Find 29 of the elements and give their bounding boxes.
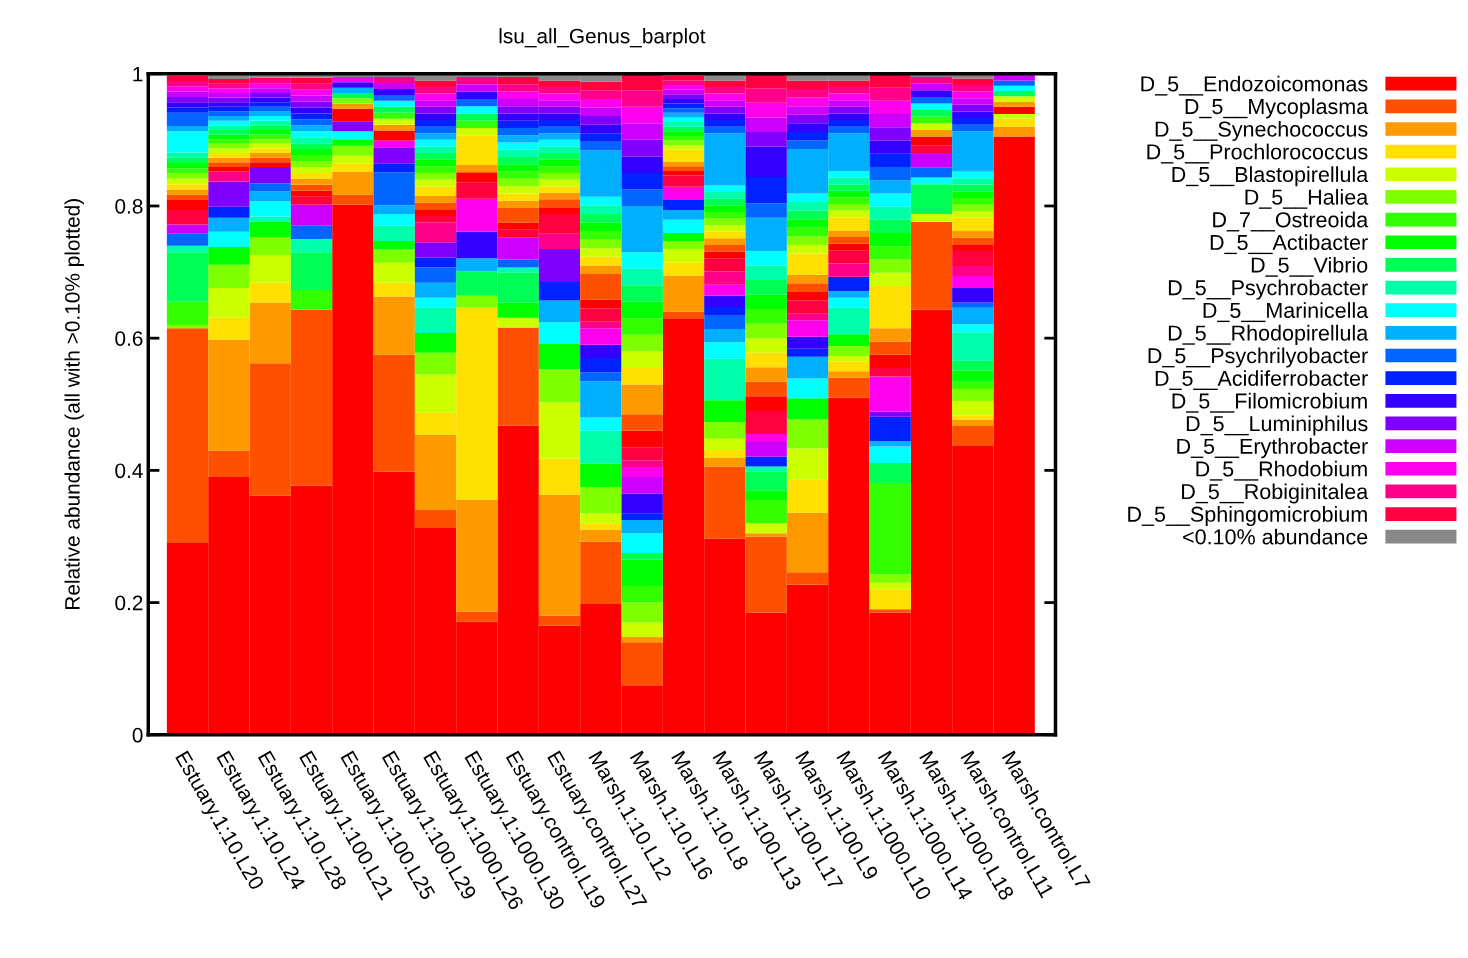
legend-label: D_5__Synechococcus: [1155, 120, 1368, 142]
legend-label: D_5__Erythrobacter: [1177, 438, 1368, 459]
legend-label: <0.10% abundance: [1183, 528, 1368, 545]
legend-label: D_5__Rhodobium: [1196, 460, 1367, 481]
y-axis-title: Relative abundance (all with >0.10% plotted): [64, 199, 84, 609]
chart-title: lsu_all_Genus_barplot: [499, 28, 706, 48]
legend-label: D_5__Vibrio: [1251, 256, 1368, 277]
y-tick-label: 0.6: [115, 331, 143, 346]
legend-label: D_5__Marinicella: [1203, 302, 1369, 323]
legend-label: D_5__Haliea: [1245, 188, 1369, 209]
legend-label: D_5__Filomicrobium: [1172, 392, 1367, 413]
legend-label: D_5__Sphingomicrobium: [1128, 506, 1367, 527]
legend-label: D_5__Psychrobacter: [1168, 279, 1368, 300]
legend-label: D_5__Actibacter: [1210, 234, 1368, 255]
y-tick-label: 0.2: [115, 595, 143, 611]
legend-label: D_5__Mycoplasma: [1185, 98, 1369, 119]
y-tick-label: 0: [132, 727, 143, 743]
y-tick-label: 0.4: [115, 463, 143, 479]
legend-label: D_5__Robiginitalea: [1182, 483, 1369, 504]
legend-label: D_5__Luminiphilus: [1186, 415, 1368, 436]
y-tick-label: 0.8: [115, 198, 143, 214]
legend-label: D_7__Ostreoida: [1213, 211, 1369, 232]
legend-label: D_5__Endozoicomonas: [1141, 75, 1368, 96]
legend-label: D_5__Acidiferrobacter: [1155, 370, 1368, 391]
legend-label: D_5__Psychrilyobacter: [1148, 347, 1368, 368]
legend-label: D_5__Prochlorococcus: [1147, 143, 1368, 164]
y-tick-label: 1: [133, 66, 143, 82]
legend-label: D_5__Blastopirellula: [1172, 166, 1369, 187]
legend-label: D_5__Rhodopirellula: [1168, 324, 1369, 345]
